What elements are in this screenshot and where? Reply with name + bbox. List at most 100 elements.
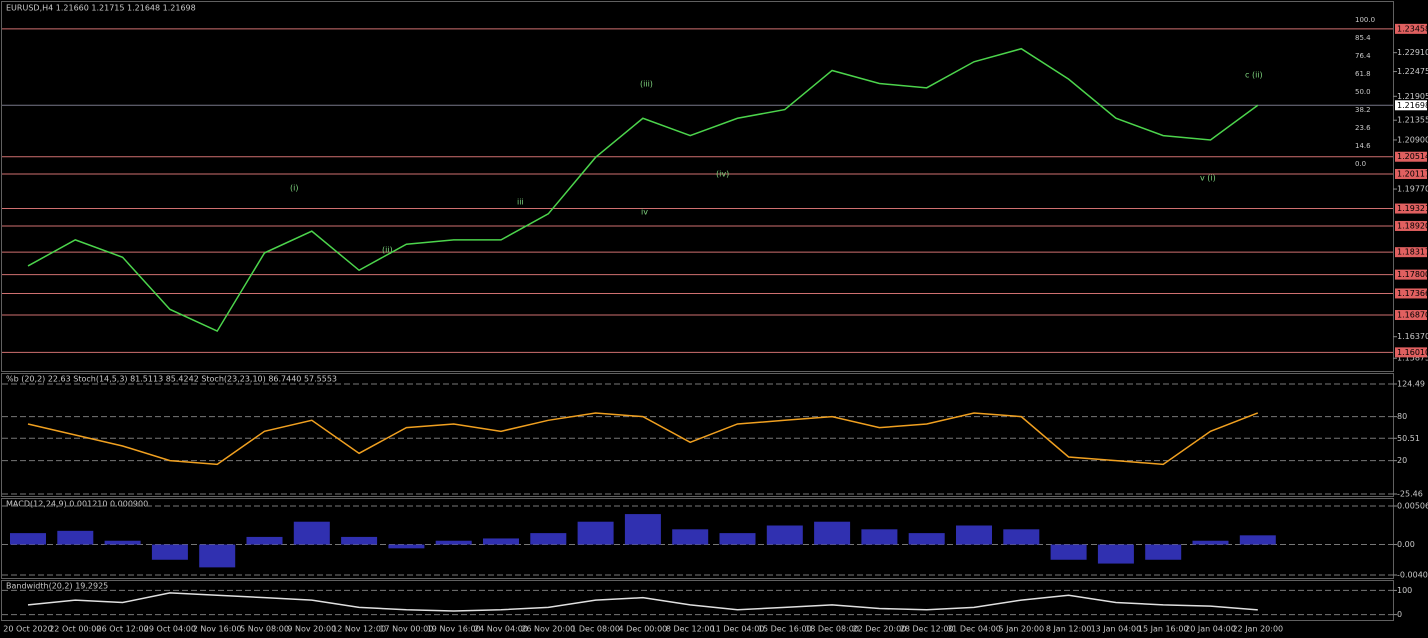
histogram-bar (435, 540, 472, 545)
series-line (27, 412, 1259, 466)
y-tick-label: 124.49 (1397, 380, 1425, 389)
histogram-bar (246, 536, 283, 545)
histogram-bar (293, 521, 330, 545)
price-box (1395, 100, 1427, 111)
y-tick-label: 1.16370 (1397, 332, 1428, 341)
y-tick-label: 1.22910 (1397, 48, 1428, 57)
fib-label: 61.8 (1355, 70, 1371, 78)
y-tick-label: 50.51 (1397, 434, 1420, 443)
x-tick-label: 15 Dec 16:00 (758, 625, 812, 634)
level-box (1395, 288, 1427, 299)
x-tick-label: 8 Dec 12:00 (666, 625, 715, 634)
fib-label: 100.0 (1355, 16, 1375, 24)
histogram-bar (814, 521, 851, 545)
x-tick-label: 1 Dec 08:00 (571, 625, 620, 634)
y-tick-label: 1.21905 (1397, 92, 1428, 101)
y-tick-label: -0.004003 (1397, 571, 1428, 580)
level-label: 1.18920 (1397, 221, 1428, 230)
level-label: 1.17800 (1397, 270, 1428, 279)
fib-label: 38.2 (1355, 106, 1371, 114)
x-tick-label: 2 Nov 16:00 (193, 625, 242, 634)
histogram-bar (1050, 544, 1087, 560)
histogram-bar (151, 544, 188, 560)
y-tick-label: 1.20900 (1397, 135, 1428, 144)
histogram-bar (1003, 529, 1040, 545)
fib-label: 14.6 (1355, 142, 1371, 150)
series-line (27, 592, 1258, 612)
x-tick-label: 13 Jan 04:00 (1091, 625, 1142, 634)
stoch-title: %b (20,2) 22.63 Stoch(14,5,3) 81.5113 85… (6, 375, 337, 384)
y-tick-label: 1.22475 (1397, 67, 1428, 76)
fib-label: 76.4 (1355, 52, 1371, 60)
wave-label: (i) (290, 184, 298, 193)
level-label: 1.20117 (1397, 169, 1428, 178)
level-box (1395, 269, 1427, 280)
panel-frames (1, 1, 1394, 621)
level-box (1395, 203, 1427, 214)
y-tick-label: 1.15875 (1397, 354, 1428, 363)
x-tick-label: 5 Jan 20:00 (999, 625, 1045, 634)
histogram-bar (624, 514, 661, 545)
x-tick-label: 28 Dec 12:00 (900, 625, 954, 634)
level-label: 1.16870 (1397, 311, 1428, 320)
level-label: 1.16010 (1397, 348, 1428, 357)
x-tick-label: 31 Dec 04:00 (947, 625, 1001, 634)
level-label: 1.18317 (1397, 248, 1428, 257)
y-tick-label: 0 (1397, 610, 1402, 619)
x-tick-label: 22 Jan 20:00 (1232, 625, 1283, 634)
main-title: EURUSD,H4 1.21660 1.21715 1.21648 1.2169… (6, 4, 196, 13)
x-tick-label: 22 Dec 20:00 (852, 625, 906, 634)
histogram-bar (341, 536, 378, 545)
level-box (1395, 23, 1427, 34)
wave-label: iv (641, 208, 648, 217)
x-tick-label: 5 Nov 08:00 (240, 625, 289, 634)
level-label: 1.17366 (1397, 289, 1428, 298)
x-tick-label: 15 Jan 16:00 (1138, 625, 1189, 634)
x-tick-label: 11 Dec 04:00 (711, 625, 765, 634)
histogram-bar (483, 538, 519, 545)
x-tick-label: 4 Dec 00:00 (619, 625, 668, 634)
bandwidth-title: Bandwidth(20,2) 19.2925 (6, 582, 108, 591)
y-tick-label: 0.00 (1397, 540, 1415, 549)
histogram-bar (1192, 540, 1229, 545)
x-tick-label: 9 Nov 20:00 (287, 625, 336, 634)
wave-label: (ii) (382, 246, 393, 255)
y-tick-label: 80 (1397, 412, 1407, 421)
histogram-bar (719, 533, 756, 545)
x-tick-label: 29 Oct 04:00 (144, 625, 196, 634)
wave-label: (iv) (716, 170, 729, 179)
histogram-bar (1239, 535, 1276, 545)
y-tick-label: 1.21355 (1397, 116, 1428, 125)
wave-label: c (ii) (1245, 71, 1263, 80)
x-tick-label: 26 Oct 12:00 (97, 625, 149, 634)
series-line (27, 47, 1259, 333)
x-tick-label: 19 Nov 16:00 (427, 625, 481, 634)
histogram-bar (10, 533, 46, 545)
level-box (1395, 347, 1427, 358)
wave-label: v (i) (1200, 174, 1216, 183)
level-box (1395, 220, 1427, 231)
histogram-bar (530, 533, 567, 545)
x-tick-label: 17 Nov 00:00 (379, 625, 433, 634)
level-box (1395, 310, 1427, 321)
price-label: 1.21698 (1397, 101, 1428, 110)
histogram-bar (199, 544, 236, 568)
x-tick-label: 26 Nov 20:00 (521, 625, 575, 634)
histogram-bar (104, 540, 141, 545)
histogram-bar (861, 529, 898, 545)
y-tick-label: 20 (1397, 456, 1407, 465)
x-tick-label: 12 Nov 12:00 (332, 625, 386, 634)
x-tick-label: 24 Nov 04:00 (474, 625, 528, 634)
macd-title: MACD(12,24,9) 0.001210 0.000900 (6, 500, 148, 509)
wave-label: iii (517, 198, 524, 207)
y-tick-label: 1.19770 (1397, 185, 1428, 194)
fib-label: 85.4 (1355, 34, 1371, 42)
histogram-bar (766, 525, 803, 545)
histogram-bar (577, 521, 614, 545)
level-box (1395, 151, 1427, 162)
fib-label: 23.6 (1355, 124, 1371, 132)
x-tick-label: 8 Jan 12:00 (1046, 625, 1092, 634)
y-tick-label: -25.46 (1397, 490, 1423, 499)
